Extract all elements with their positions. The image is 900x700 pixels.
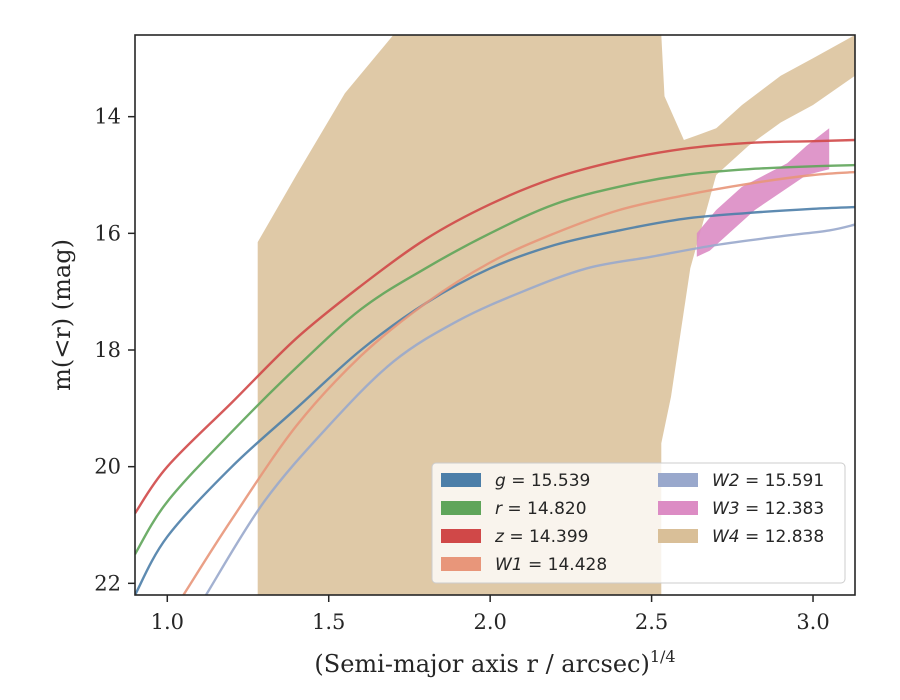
y-axis-ticks: 14 16 18 20 22 [94,105,135,595]
legend-label: W3 = 12.383 [712,499,824,519]
legend-label: g = 15.539 [495,471,590,491]
x-tick-label: 1.0 [151,610,184,634]
x-axis-label-superscript: 1/4 [650,647,676,666]
x-tick-label: 2.0 [473,610,506,634]
legend-item-w3: W3 = 12.383 [658,499,824,519]
y-tick-label: 18 [94,338,121,362]
legend-item-z: z = 14.399 [441,527,588,547]
legend-box [431,462,846,584]
x-tick-label: 1.5 [312,610,345,634]
series-lines [135,138,855,595]
legend-swatch [441,557,481,571]
series-line-r [135,163,855,555]
y-tick-label: 22 [94,571,121,595]
w3-band [696,128,830,257]
legend-label: W2 = 15.591 [712,471,824,491]
legend-swatch [658,473,698,487]
legend: g = 15.539 r = 14.820 z = 14.399 W1 = 14.42… [431,462,846,584]
plot-area [135,35,855,595]
legend-swatch [441,473,481,487]
legend-label: z = 14.399 [494,527,588,547]
x-axis-label: (Semi-major axis r / arcsec)1/4 [314,647,675,678]
y-tick-label: 16 [94,221,121,245]
series-line-z [135,138,855,514]
w4-band [257,35,855,595]
x-axis-label-main: (Semi-major axis r / arcsec) [314,650,649,678]
legend-item-g: g = 15.539 [441,471,590,491]
y-tick-label: 20 [94,455,121,479]
legend-item-w4: W4 = 12.838 [658,527,824,547]
uncertainty-bands [257,35,855,595]
x-axis-ticks: 1.0 1.5 2.0 2.5 3.0 [151,595,830,634]
plot-frame [134,34,856,596]
legend-item-w2: W2 = 15.591 [658,471,824,491]
legend-swatch [658,501,698,515]
legend-item-r: r = 14.820 [441,499,587,519]
legend-item-w1: W1 = 14.428 [441,555,607,575]
y-tick-label: 14 [94,105,121,129]
series-line-w1 [182,170,855,595]
series-line-g [135,205,855,595]
legend-swatch [441,529,481,543]
y-axis-label: m(<r) (mag) [48,239,76,391]
x-tick-label: 3.0 [796,610,829,634]
series-line-w2 [204,223,855,595]
legend-label: W1 = 14.428 [495,555,607,575]
x-tick-label: 2.5 [635,610,668,634]
legend-label: W4 = 12.838 [712,527,824,547]
legend-swatch [441,501,481,515]
legend-label: r = 14.820 [495,499,587,519]
legend-swatch [658,529,698,543]
